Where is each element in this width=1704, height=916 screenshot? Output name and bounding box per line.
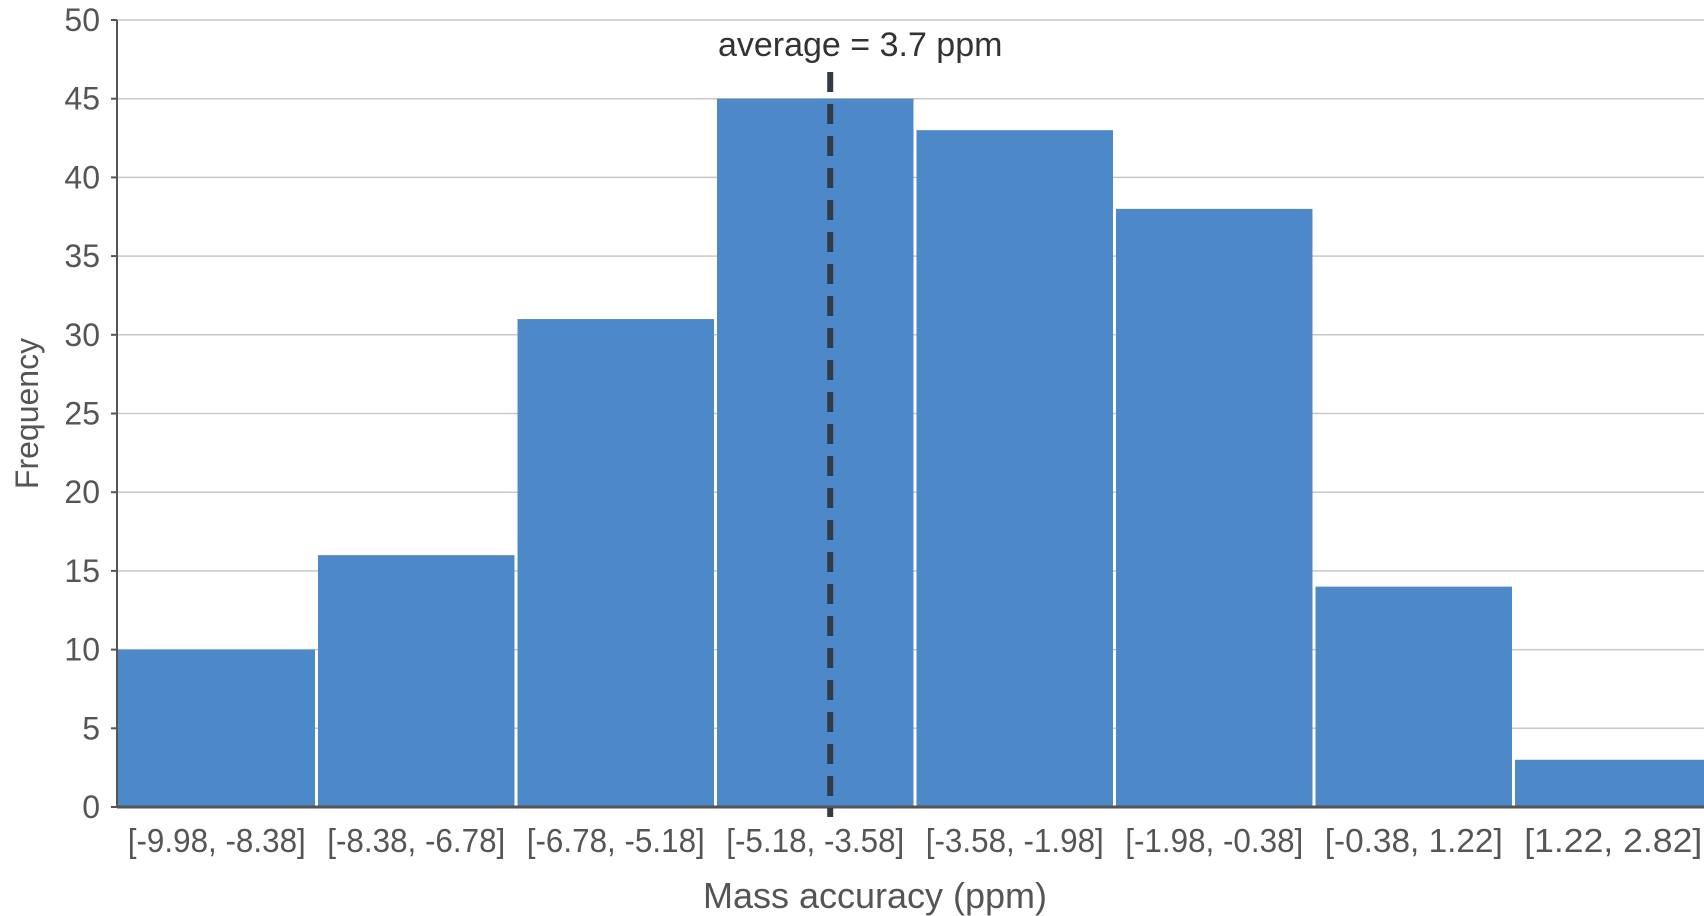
y-tick-label: 45 <box>64 81 100 117</box>
y-tick-label: 25 <box>64 396 100 432</box>
y-tick-label: 40 <box>64 159 100 195</box>
y-tick-labels: 0 5 10 15 20 25 30 35 40 45 50 <box>64 2 117 825</box>
x-tick-label: [-5.18, -3.58] <box>726 822 904 859</box>
histogram-bar <box>1315 586 1512 807</box>
x-tick-label: [-8.38, -6.78] <box>327 822 505 859</box>
y-tick-label: 0 <box>82 789 100 825</box>
y-tick-label: 50 <box>64 2 100 38</box>
y-tick-label: 15 <box>64 553 100 589</box>
y-tick-label: 30 <box>64 317 100 353</box>
histogram-bar <box>1515 759 1704 807</box>
histogram-bar <box>318 555 515 807</box>
histogram-bar <box>916 130 1113 807</box>
x-tick-label: [1.22, 2.82] <box>1524 822 1702 859</box>
x-tick-label: [-9.98, -8.38] <box>128 822 306 859</box>
y-tick-label: 5 <box>82 710 100 746</box>
x-tick-label: [-3.58, -1.98] <box>926 822 1104 859</box>
x-tick-labels: [-9.98, -8.38] [-8.38, -6.78] [-6.78, -5.1… <box>128 822 1703 859</box>
histogram-bar <box>1116 208 1313 807</box>
average-label: average = 3.7 ppm <box>718 26 1002 64</box>
y-tick-label: 35 <box>64 238 100 274</box>
histogram-bar <box>117 649 315 807</box>
histogram-bar <box>517 319 714 807</box>
x-tick-label: [-0.38, 1.22] <box>1325 822 1503 859</box>
y-tick-label: 20 <box>64 474 100 510</box>
average-annotation: average = 3.7 ppm <box>718 26 1002 817</box>
bars <box>117 98 1704 807</box>
y-tick-label: 10 <box>64 632 100 668</box>
x-axis-title: Mass accuracy (ppm) <box>703 875 1047 916</box>
histogram-bar <box>717 98 914 807</box>
x-tick-label: [-1.98, -0.38] <box>1125 822 1303 859</box>
x-tick-label: [-6.78, -5.18] <box>527 822 705 859</box>
y-axis-title: Frequency <box>9 338 45 489</box>
